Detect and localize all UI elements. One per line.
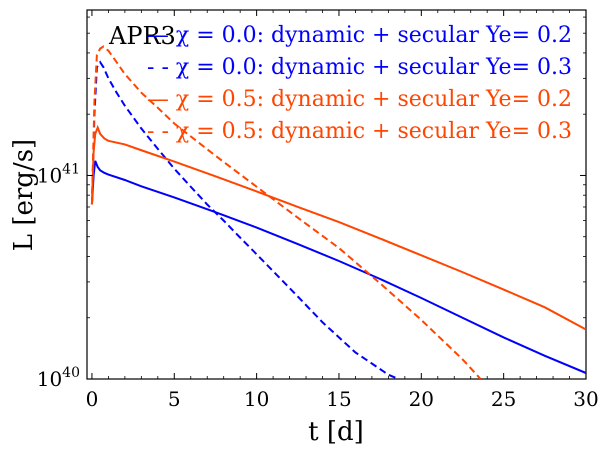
series-layer (90, 45, 586, 379)
model-annotation: APR3 (108, 22, 176, 50)
x-tick-label: 0 (86, 387, 99, 411)
x-axis-label: t [d] (308, 417, 364, 447)
series-line-4 (90, 45, 482, 379)
y-axis-label: L [erg/s] (9, 139, 39, 251)
x-tick-label: 10 (244, 387, 269, 411)
y-tick-exponent: 40 (62, 365, 80, 381)
y-tick-exponent: 41 (62, 161, 80, 177)
x-tick-label: 25 (491, 387, 516, 411)
series-line-1 (90, 160, 586, 374)
x-tick-label: 20 (409, 387, 434, 411)
legend-entry-3: — χ = 0.5: dynamic + secular Ye= 0.2 (147, 87, 572, 112)
x-tick-label: 5 (168, 387, 181, 411)
y-tick-label: 1041 (37, 161, 80, 187)
legend-entry-1: — χ = 0.0: dynamic + secular Ye= 0.2 (147, 23, 572, 48)
y-tick-base: 10 (37, 367, 62, 391)
x-tick-label: 15 (326, 387, 351, 411)
x-axis: 0 5 10 15 20 25 30 (86, 10, 599, 411)
legend: — χ = 0.0: dynamic + secular Ye= 0.2 - - … (147, 23, 572, 144)
series-line-3 (90, 124, 586, 331)
y-tick-label: 1040 (37, 365, 80, 391)
y-tick-base: 10 (37, 163, 62, 187)
series-line-2 (90, 60, 399, 379)
legend-entry-4: - - χ = 0.5: dynamic + secular Ye= 0.3 (147, 119, 572, 144)
x-tick-label: 30 (573, 387, 598, 411)
plot-area (86, 9, 587, 380)
legend-entry-2: - - χ = 0.0: dynamic + secular Ye= 0.3 (147, 55, 572, 80)
